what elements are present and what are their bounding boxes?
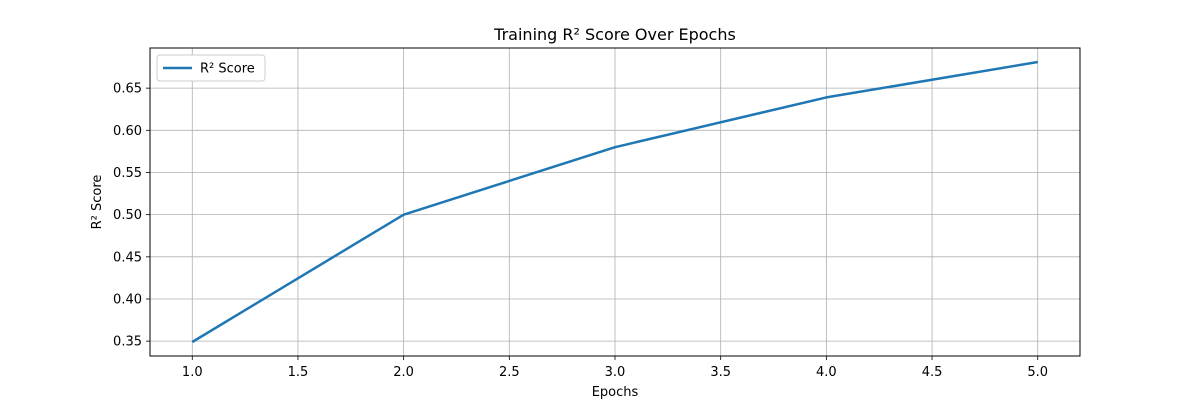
y-tick-label: 0.40 [113,292,142,307]
y-tick-label: 0.50 [113,208,142,223]
y-tick-label: 0.65 [113,82,142,97]
series-line [191,60,1038,344]
x-axis-label: Epochs [592,385,639,400]
legend-label: R² Score [200,62,255,77]
legend-box [156,54,266,82]
x-tick-label: 3.0 [605,365,626,380]
x-tick-label: 2.5 [499,365,520,380]
chart-title: Training R² Score Over Epochs [493,25,736,44]
legend: R² Score [156,54,266,82]
y-tick-label: 0.60 [113,124,142,139]
x-tick-label: 2.0 [393,365,414,380]
x-tick-label: 5.0 [1027,365,1048,380]
series-layer [191,60,1038,344]
x-tick-label: 4.0 [816,365,837,380]
x-tick-label: 1.5 [288,365,309,380]
y-tick-label: 0.55 [113,166,142,181]
grid [150,48,1080,356]
axis-ticks: 1.0 1.5 2.0 2.5 3.0 3.5 4.0 4.5 5.0 0.35 0.40 0.45 0… [113,82,1048,380]
y-axis-label: R² Score [90,175,105,230]
x-tick-label: 4.5 [922,365,943,380]
y-tick-label: 0.35 [113,335,142,350]
y-tick-label: 0.45 [113,250,142,265]
x-tick-label: 1.0 [182,365,203,380]
x-tick-label: 3.5 [710,365,731,380]
plot-frame [149,47,1081,357]
